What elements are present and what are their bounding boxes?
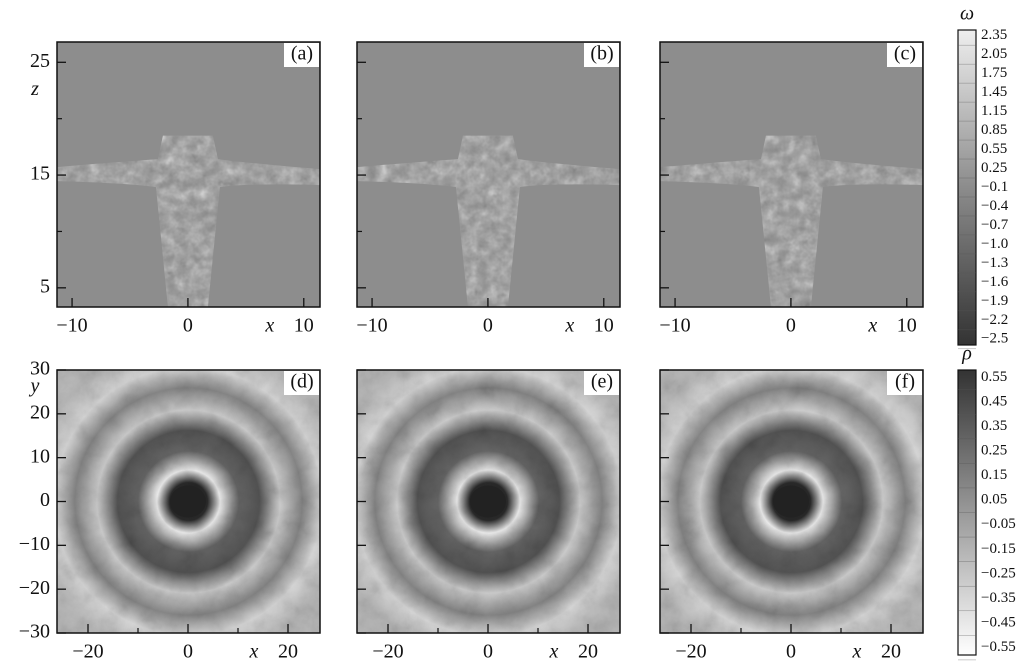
- y-tick-label: −30: [19, 621, 50, 643]
- x-axis-label: x: [249, 641, 259, 663]
- x-tick-label: 20: [881, 641, 901, 663]
- panel-tag: (d): [290, 371, 313, 393]
- panel-tag-box: [284, 43, 319, 67]
- colorbar-level: −0.4: [981, 198, 1009, 214]
- colorbar-level: 0.05: [981, 492, 1007, 508]
- x-axis-label: x: [264, 315, 274, 337]
- colorbar-level: 1.75: [981, 65, 1007, 81]
- colorbar-level: 2.05: [981, 46, 1007, 62]
- x-tick-label: 0: [183, 641, 193, 663]
- y-tick-label: 15: [30, 163, 50, 185]
- colorbar-level: −1.6: [981, 274, 1009, 290]
- colorbar-label: ω: [960, 3, 974, 25]
- colorbar-level: 1.15: [981, 103, 1007, 119]
- x-tick-label: 0: [786, 641, 796, 663]
- x-tick-label: 0: [483, 315, 493, 337]
- panel-tag: (a): [291, 43, 313, 65]
- panel-tag: (e): [591, 371, 613, 393]
- panel-tag-box: [584, 43, 619, 67]
- colorbar-level: −0.25: [981, 565, 1016, 581]
- colorbar-level: −0.15: [981, 541, 1016, 557]
- x-tick-label: 0: [183, 315, 193, 337]
- field-image: [660, 42, 923, 307]
- x-tick-label: −10: [356, 315, 387, 337]
- x-tick-label: −10: [659, 315, 690, 337]
- colorbar-level: 0.55: [981, 369, 1007, 385]
- x-axis-label: x: [549, 641, 559, 663]
- colorbar-level: 0.55: [981, 141, 1007, 157]
- colorbar-label: ρ: [961, 343, 972, 365]
- x-tick-label: −10: [56, 315, 87, 337]
- y-tick-label: 20: [30, 401, 50, 423]
- colorbar-level: 2.35: [981, 27, 1007, 43]
- colorbar-level: −0.05: [981, 516, 1016, 532]
- panel-tag: (f): [895, 371, 915, 393]
- colorbar: [957, 29, 977, 346]
- colorbar-level: −1.3: [981, 255, 1008, 271]
- y-tick-label: −20: [19, 577, 50, 599]
- x-axis-label: x: [852, 641, 862, 663]
- x-tick-label: −20: [72, 641, 103, 663]
- core: [470, 485, 506, 518]
- x-tick-label: −20: [372, 641, 403, 663]
- field-image: [660, 370, 923, 633]
- x-tick-label: 20: [278, 641, 298, 663]
- y-axis-label: y: [29, 375, 40, 397]
- y-tick-label: 5: [40, 275, 50, 297]
- y-tick-label: −10: [19, 533, 50, 555]
- x-tick-label: −20: [675, 641, 706, 663]
- plume: [57, 135, 320, 307]
- y-tick-label: 0: [40, 489, 50, 511]
- colorbar-level: −2.5: [981, 331, 1008, 347]
- colorbar-level: −1.9: [981, 293, 1008, 309]
- panel-tag-box: [887, 43, 922, 67]
- x-tick-label: 0: [483, 641, 493, 663]
- field-image: [57, 42, 320, 307]
- field-image: [357, 370, 620, 633]
- colorbar-level: 0.25: [981, 443, 1007, 459]
- colorbar-level: 1.45: [981, 84, 1007, 100]
- colorbar-level: −1.0: [981, 236, 1008, 252]
- y-tick-label: 10: [30, 445, 50, 467]
- y-tick-label: 30: [30, 358, 50, 380]
- panel-tag: (b): [590, 43, 613, 65]
- colorbar-level: 0.15: [981, 467, 1007, 483]
- colorbar-level: −2.2: [981, 312, 1008, 328]
- field-image: [57, 370, 320, 633]
- x-tick-label: 20: [578, 641, 598, 663]
- panel-tag-box: [584, 371, 619, 395]
- x-axis-label: x: [867, 315, 877, 337]
- core: [773, 485, 809, 518]
- colorbar-level: −0.7: [981, 217, 1009, 233]
- core: [170, 485, 206, 518]
- colorbar-level: 0.45: [981, 393, 1007, 409]
- x-tick-label: 0: [786, 315, 796, 337]
- x-axis-label: x: [564, 315, 574, 337]
- plume: [357, 135, 620, 307]
- colorbar-level: 0.35: [981, 418, 1007, 434]
- y-tick-label: 25: [30, 50, 50, 72]
- field-image: [357, 42, 620, 307]
- x-tick-label: 10: [897, 315, 917, 337]
- colorbar-level: −0.35: [981, 590, 1016, 606]
- y-axis-label: z: [30, 78, 39, 100]
- x-tick-label: 10: [294, 315, 314, 337]
- colorbar-level: −0.1: [981, 179, 1008, 195]
- panel-tag-box: [284, 371, 319, 395]
- plume: [660, 135, 923, 307]
- colorbar-level: −0.45: [981, 614, 1016, 630]
- colorbar-level: 0.25: [981, 160, 1007, 176]
- panel-tag-box: [887, 371, 922, 395]
- colorbar-level: 0.85: [981, 122, 1007, 138]
- x-tick-label: 10: [594, 315, 614, 337]
- panel-tag: (c): [894, 43, 916, 65]
- colorbar-level: −0.55: [981, 639, 1016, 655]
